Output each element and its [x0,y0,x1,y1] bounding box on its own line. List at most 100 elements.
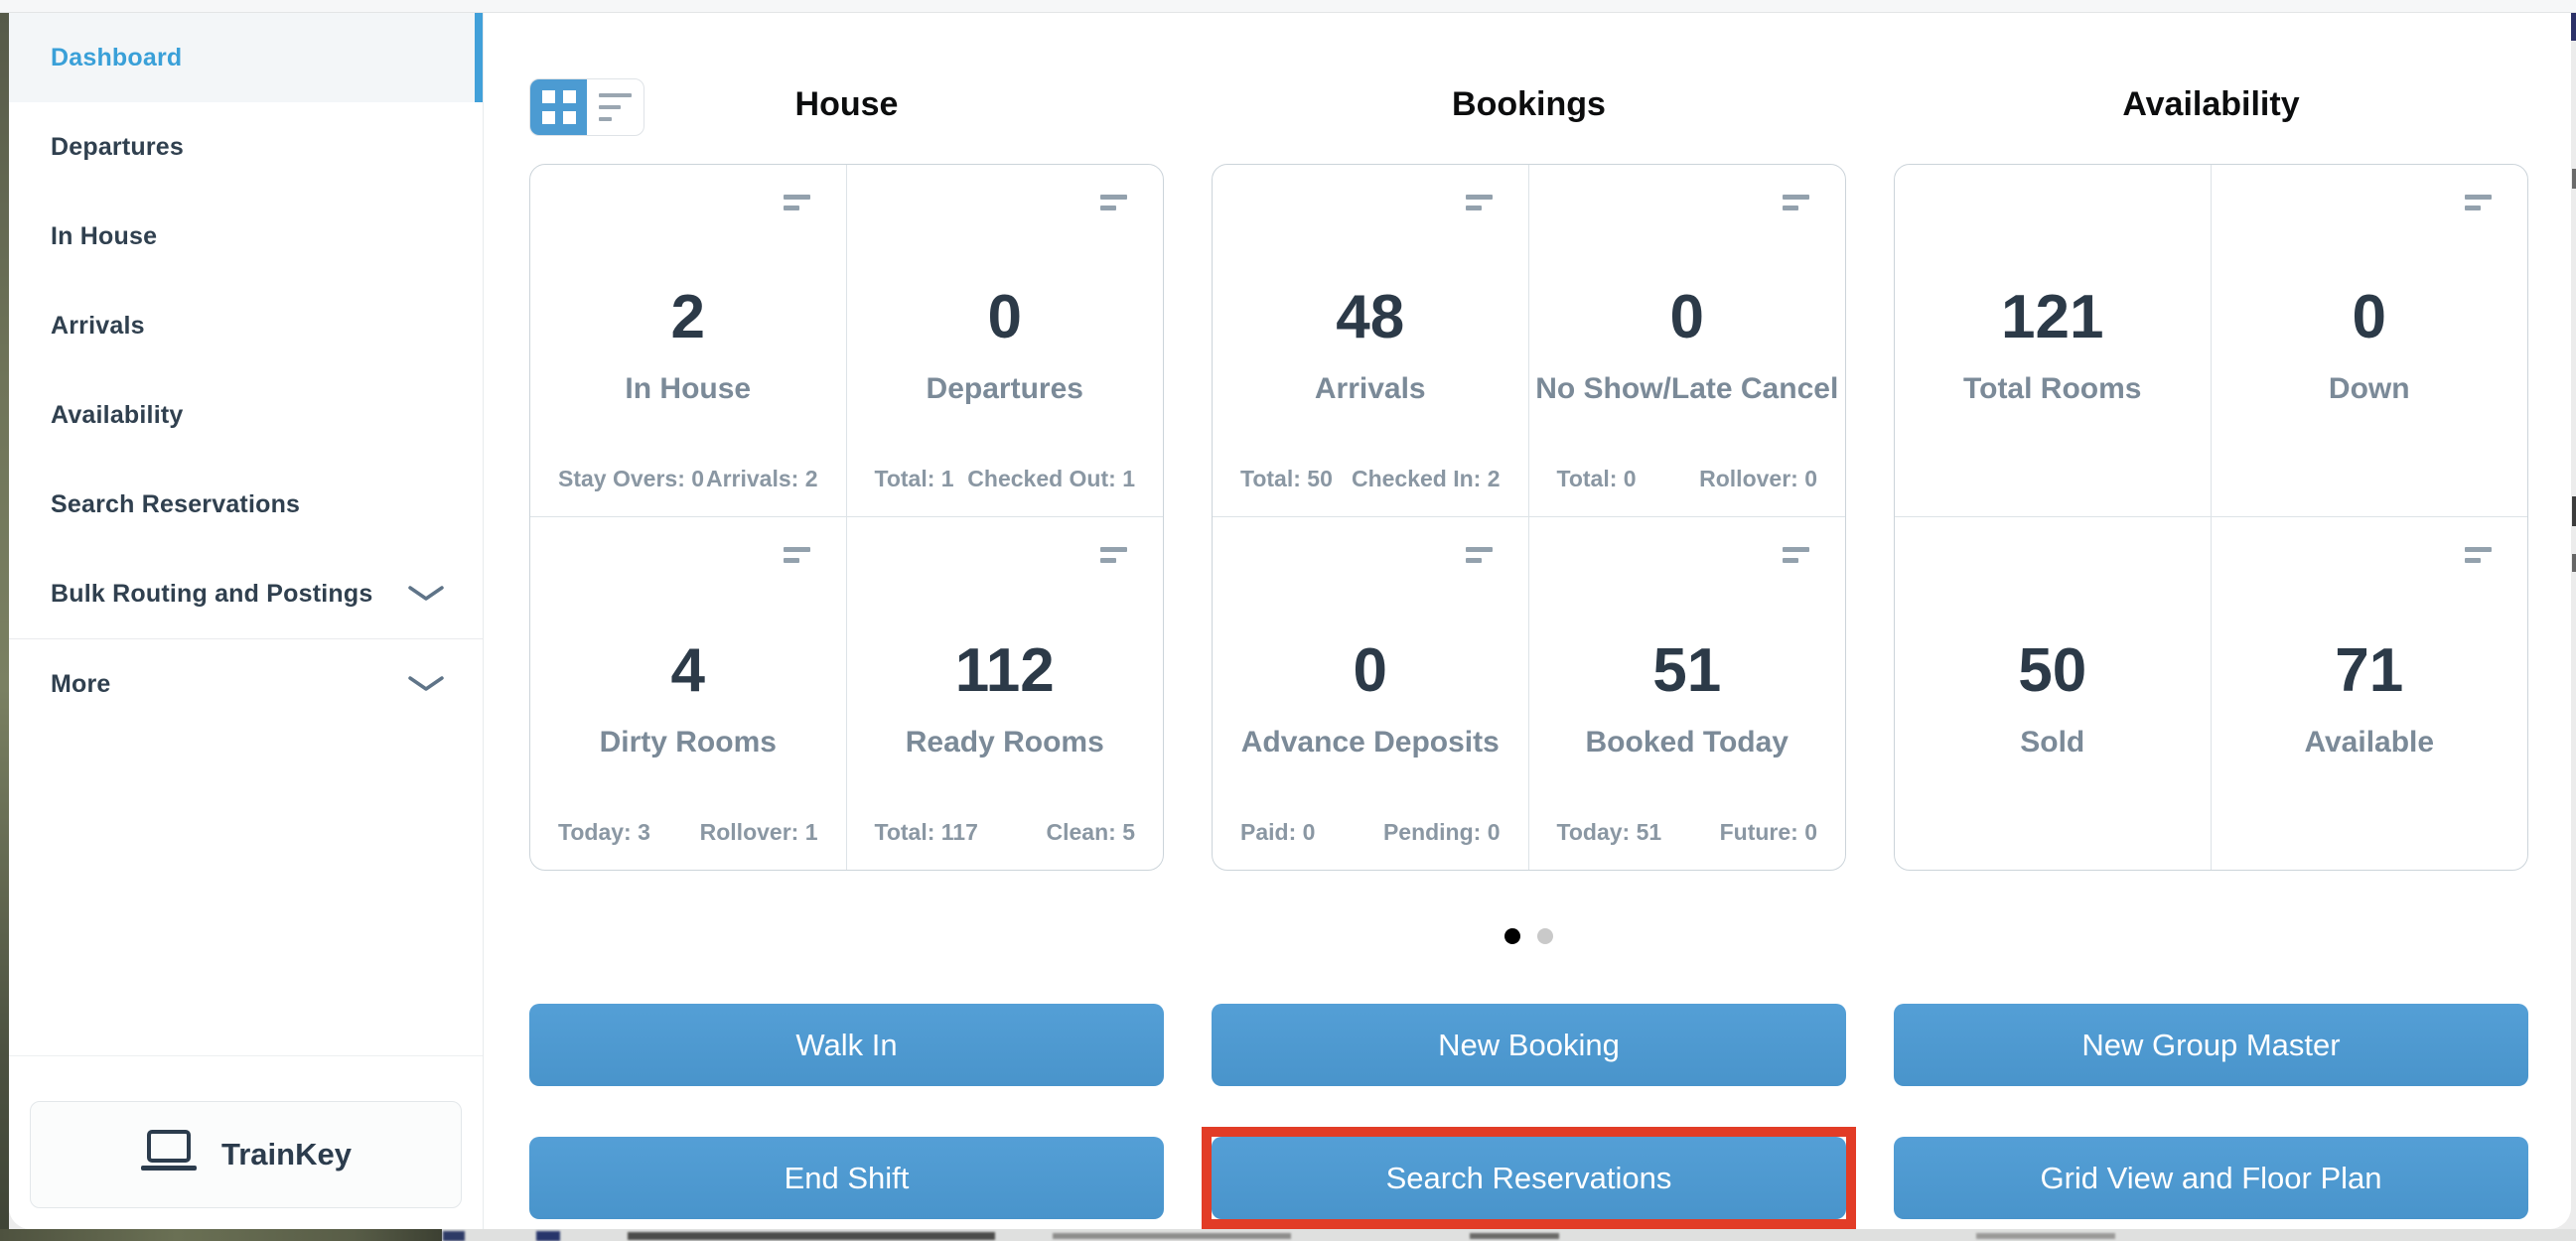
sidebar-item-label: Dashboard [51,43,183,71]
card-dirty-rooms[interactable]: 4 Dirty Rooms Today: 3 Rollover: 1 [530,517,847,870]
background-blur-fragment [1053,1233,1291,1239]
card-stat: Total: 1 [874,466,954,491]
dashboard-main: House 2 In House Stay Overs: 0 Arrivals:… [484,13,2571,1229]
card-value: 2 [670,283,705,351]
card-stat: Pending: 0 [1382,819,1501,845]
background-photo-left-edge [0,13,9,1241]
card-value: 121 [2001,283,2104,351]
pagination-dot[interactable] [1537,928,1553,944]
card-stat: Arrivals: 2 [705,466,818,491]
card-label: Arrivals [1314,372,1426,405]
section-house: House 2 In House Stay Overs: 0 Arrivals:… [529,13,1164,871]
sidebar: Dashboard Departures In House Arrivals A… [9,13,484,1229]
card-label: Ready Rooms [905,725,1104,758]
sidebar-item-dashboard[interactable]: Dashboard [9,13,483,102]
section-title: House [794,85,899,123]
card-stat: Total: 50 [1240,466,1333,491]
action-row-2: End Shift Search Reservations Grid View … [529,1127,2528,1229]
list-view-button[interactable] [587,79,644,135]
card-stat: Total: 117 [874,819,978,845]
card-ready-rooms[interactable]: 112 Ready Rooms Total: 117 Clean: 5 [847,517,1164,870]
sidebar-item-label: In House [51,221,158,250]
sidebar-item-label: Search Reservations [51,489,301,518]
dashboard-columns: House 2 In House Stay Overs: 0 Arrivals:… [529,13,2528,871]
grid-view-button[interactable] [530,79,587,135]
card-stat: Future: 0 [1719,819,1817,845]
sidebar-item-departures[interactable]: Departures [9,102,483,192]
card-menu-icon[interactable] [783,195,810,210]
card-value: 4 [670,635,705,705]
card-stats: Total: 1 Checked Out: 1 [875,466,1136,492]
card-label: Dirty Rooms [599,725,777,758]
background-top-strip [0,0,2576,13]
sidebar-item-label: More [51,669,111,698]
sidebar-item-bulk-routing-and-postings[interactable]: Bulk Routing and Postings [9,549,483,638]
background-blur-fragment [443,1231,465,1241]
background-blur-fragment [1976,1233,2115,1239]
card-sold[interactable]: 50 Sold [1895,517,2212,870]
walk-in-button[interactable]: Walk In [529,1004,1164,1086]
card-down[interactable]: 0 Down [2211,165,2527,517]
view-toggle [529,78,644,136]
chevron-down-icon [407,585,445,603]
card-value: 51 [1652,635,1722,705]
new-booking-button[interactable]: New Booking [1212,1004,1846,1086]
list-view-icon [598,93,633,121]
card-no-show-late-cancel[interactable]: 0 No Show/Late Cancel Total: 0 Rollover:… [1528,165,1845,517]
card-stat: Today: 51 [1556,819,1662,845]
card-value: 0 [987,283,1022,351]
trainkey-button[interactable]: TrainKey [30,1101,462,1208]
card-departures[interactable]: 0 Departures Total: 1 Checked Out: 1 [846,165,1163,517]
card-menu-icon[interactable] [1100,547,1127,563]
card-booked-today[interactable]: 51 Booked Today Today: 51 Future: 0 [1529,517,1846,870]
card-stats: Total: 50 Checked In: 2 [1240,466,1501,492]
availability-panel: 121 Total Rooms 0 Down 50 Sold 71 [1894,164,2528,871]
card-stats: Today: 3 Rollover: 1 [558,819,818,846]
grid-view-floor-plan-button[interactable]: Grid View and Floor Plan [1894,1137,2528,1219]
background-right-edge-fragment [2572,496,2576,526]
app-window: Dashboard Departures In House Arrivals A… [9,13,2571,1229]
card-in-house[interactable]: 2 In House Stay Overs: 0 Arrivals: 2 [530,165,847,517]
sidebar-divider [9,638,483,639]
card-stats: Stay Overs: 0 Arrivals: 2 [558,466,818,492]
laptop-icon [140,1130,198,1179]
end-shift-button[interactable]: End Shift [529,1137,1164,1219]
card-total-rooms[interactable]: 121 Total Rooms [1895,165,2212,517]
sidebar-item-availability[interactable]: Availability [9,370,483,460]
new-group-master-button[interactable]: New Group Master [1894,1004,2528,1086]
card-arrivals[interactable]: 48 Arrivals Total: 50 Checked In: 2 [1213,165,1529,517]
action-row-1: Walk In New Booking New Group Master [529,1004,2528,1086]
search-reservations-button[interactable]: Search Reservations [1202,1127,1856,1229]
card-stat: Rollover: 1 [699,819,818,845]
card-menu-icon[interactable] [1465,547,1493,563]
card-value: 50 [2018,635,2087,705]
card-available[interactable]: 71 Available [2212,517,2528,870]
background-right-edge-fragment [2571,13,2576,41]
sidebar-item-arrivals[interactable]: Arrivals [9,281,483,370]
sidebar-item-more[interactable]: More [9,639,483,729]
sidebar-item-label: Bulk Routing and Postings [51,579,373,608]
card-menu-icon[interactable] [2465,547,2492,563]
card-stats: Paid: 0 Pending: 0 [1240,819,1501,846]
card-menu-icon[interactable] [1465,195,1493,210]
card-menu-icon[interactable] [1783,195,1809,210]
card-menu-icon[interactable] [1100,195,1127,210]
carousel-pagination [1212,928,1846,944]
sidebar-item-in-house[interactable]: In House [9,192,483,281]
section-title: Bookings [1452,85,1606,123]
card-menu-icon[interactable] [783,547,810,563]
background-blur-fragment [628,1232,995,1240]
card-label: Booked Today [1585,725,1789,758]
card-menu-icon[interactable] [1783,547,1809,563]
background-right-edge-fragment [2572,554,2576,572]
card-label: Available [2304,725,2435,758]
card-stats: Today: 51 Future: 0 [1557,819,1818,846]
card-advance-deposits[interactable]: 0 Advance Deposits Paid: 0 Pending: 0 [1213,517,1529,870]
card-menu-icon[interactable] [2465,195,2492,210]
sidebar-item-label: Arrivals [51,311,145,340]
sidebar-item-search-reservations[interactable]: Search Reservations [9,460,483,549]
card-stat: Paid: 0 [1240,819,1316,845]
pagination-dot-active[interactable] [1504,928,1520,944]
background-photo-bottom-edge [0,1229,442,1241]
card-stat: Checked Out: 1 [967,466,1135,491]
